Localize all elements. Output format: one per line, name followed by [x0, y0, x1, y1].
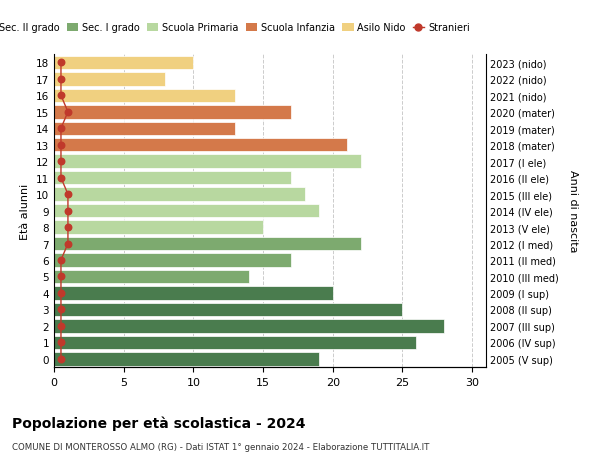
Y-axis label: Età alunni: Età alunni	[20, 183, 31, 239]
Point	[63, 224, 73, 231]
Bar	[54, 319, 444, 333]
Bar	[54, 73, 166, 86]
Point	[56, 158, 66, 166]
Bar	[54, 286, 333, 300]
Point	[56, 306, 66, 313]
Point	[56, 142, 66, 149]
Bar	[54, 90, 235, 103]
Point	[56, 339, 66, 346]
Point	[56, 323, 66, 330]
Bar	[54, 270, 249, 284]
Point	[56, 60, 66, 67]
Bar	[54, 254, 291, 267]
Legend: Sec. II grado, Sec. I grado, Scuola Primaria, Scuola Infanzia, Asilo Nido, Stran: Sec. II grado, Sec. I grado, Scuola Prim…	[0, 19, 474, 37]
Bar	[54, 188, 305, 202]
Bar	[54, 172, 291, 185]
Bar	[54, 106, 291, 119]
Point	[56, 290, 66, 297]
Bar	[54, 303, 403, 316]
Point	[63, 109, 73, 116]
Point	[56, 125, 66, 133]
Text: COMUNE DI MONTEROSSO ALMO (RG) - Dati ISTAT 1° gennaio 2024 - Elaborazione TUTTI: COMUNE DI MONTEROSSO ALMO (RG) - Dati IS…	[12, 442, 430, 451]
Point	[56, 257, 66, 264]
Bar	[54, 336, 416, 349]
Bar	[54, 221, 263, 234]
Point	[63, 207, 73, 215]
Point	[56, 355, 66, 363]
Bar	[54, 155, 361, 168]
Point	[56, 174, 66, 182]
Point	[56, 273, 66, 280]
Bar	[54, 122, 235, 136]
Point	[56, 92, 66, 100]
Point	[63, 191, 73, 198]
Bar	[54, 237, 361, 251]
Y-axis label: Anni di nascita: Anni di nascita	[568, 170, 578, 252]
Bar	[54, 352, 319, 366]
Point	[63, 241, 73, 248]
Bar	[54, 56, 193, 70]
Bar	[54, 139, 347, 152]
Text: Popolazione per età scolastica - 2024: Popolazione per età scolastica - 2024	[12, 415, 305, 430]
Point	[56, 76, 66, 84]
Bar	[54, 204, 319, 218]
